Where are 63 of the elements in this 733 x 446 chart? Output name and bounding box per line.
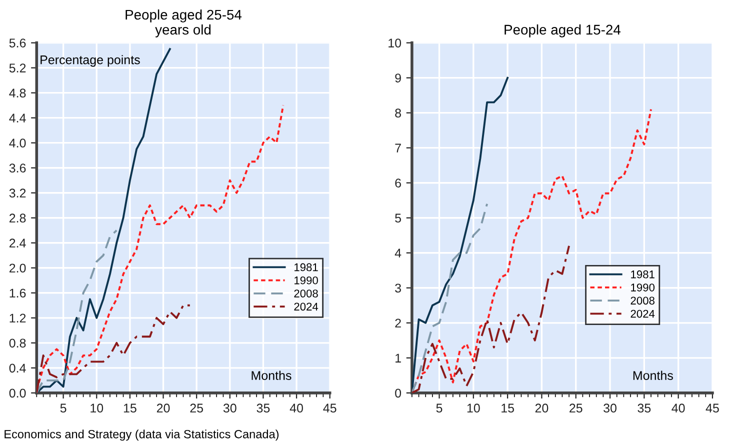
x-tick-label: 25 [190,404,204,413]
legend-label: 1990 [294,276,318,284]
x-tick-label: 45 [706,404,719,413]
legend-label: 2008 [294,290,318,298]
y-tick-label: 2.8 [9,214,26,223]
x-tick-label: 20 [156,404,170,413]
x-tick-label: 5 [60,404,66,413]
y-tick-label: 5.6 [9,38,26,48]
legend-label: 1981 [294,263,318,272]
y-tick-label: 5.2 [9,64,26,72]
chart-title: People aged 25-54 years old [126,9,242,38]
x-axis-title: Months [633,370,673,380]
legend-label: 2008 [630,296,654,305]
x-axis-title: Months [252,370,292,380]
x-tick-label: 30 [223,404,236,413]
x-tick-label: 10 [467,404,480,413]
y-tick-label: 4.4 [9,114,26,122]
y-tick-label: 4 [394,248,402,258]
y-tick-label: 1.6 [10,288,26,298]
y-tick-label: 2 [395,318,401,328]
y-tick-label: 3 [395,284,401,293]
y-tick-label: 7 [395,144,401,152]
y-axis-title: Percentage points [40,55,140,67]
x-tick-label: 30 [604,404,616,413]
text: Economics and Strategy (data via Statistics Canada) [4,430,279,441]
legend-label: 1981 [631,270,654,278]
legend-label: 2024 [630,310,655,318]
legend-label: 1990 [631,284,655,292]
x-tick-label: 25 [570,404,582,413]
x-tick-label: 20 [535,404,548,413]
y-tick-label: 6 [395,178,401,188]
y-tick-label: 4.8 [9,88,26,98]
x-tick-label: 40 [672,404,685,413]
chart-title: People aged 15-24 [504,24,620,38]
line-series [36,229,118,393]
y-tick-label: 9 [395,74,401,82]
y-tick-label: 0.0 [9,388,26,398]
x-tick-label: 45 [323,404,336,413]
line-series [412,244,570,393]
y-tick-label: 3.2 [9,188,26,198]
x-tick-label: 40 [290,404,303,413]
y-tick-label: 10 [388,38,402,48]
x-tick-label: 5 [436,404,442,413]
y-tick-label: 0.4 [9,364,26,373]
line-series [36,48,171,393]
y-tick-label: 3.6 [9,164,26,173]
x-tick-label: 35 [256,404,270,413]
legend-label: 2024 [294,302,318,311]
y-tick-label: 8 [395,108,401,118]
y-tick-label: 5 [395,214,402,223]
x-tick-label: 10 [90,404,104,413]
x-tick-label: 15 [502,404,514,413]
x-tick-label: 35 [638,404,651,413]
y-tick-label: 2.4 [9,238,26,248]
line-series [36,304,191,393]
line-series [412,202,488,393]
x-tick-label: 15 [124,404,136,413]
y-tick-label: 2.0 [9,264,26,273]
y-tick-label: 1 [396,354,401,362]
y-tick-label: 1.2 [10,314,26,322]
y-tick-label: 0 [395,388,402,398]
y-tick-label: 4.0 [9,138,26,148]
y-tick-label: 0.8 [9,338,26,348]
